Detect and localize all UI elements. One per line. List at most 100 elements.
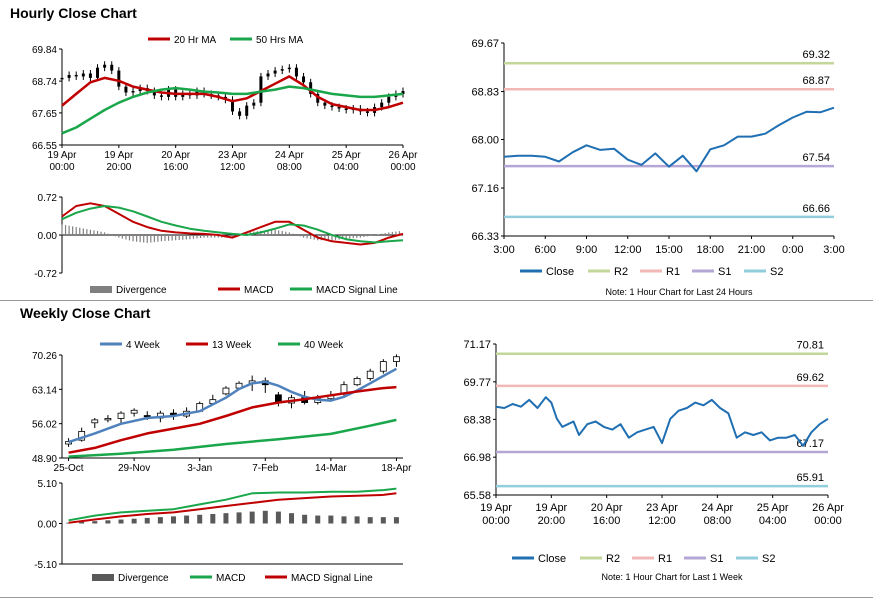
hourly-price-candle <box>337 107 341 109</box>
weekly-pivot-x-tick-label: 20:00 <box>538 515 566 527</box>
hourly-price-candle <box>287 67 291 70</box>
weekly-price-x-tick-label: 14-Mar <box>315 463 347 474</box>
hourly-price-candle <box>273 70 277 74</box>
weekly-price-candle <box>393 356 400 362</box>
hourly-price-candle <box>81 73 85 77</box>
weekly-macd-legend-label: MACD Signal Line <box>291 573 373 584</box>
hourly-price-x-tick-label: 24 Apr <box>275 150 305 161</box>
weekly-pivot-x-tick-label: 08:00 <box>704 515 732 527</box>
hourly-macd-y-tick-label: 0.72 <box>38 193 58 204</box>
weekly-macd-divergence-bar <box>249 511 255 524</box>
hourly-pivot-x-tick-label: 12:00 <box>614 244 642 256</box>
weekly-macd-divergence-bar <box>144 517 150 524</box>
hourly-pivot-level-label-s2: 66.66 <box>802 203 830 215</box>
weekly-price-legend-label: 40 Week <box>304 340 344 351</box>
hourly-pivot-legend-label: S1 <box>718 266 731 278</box>
hourly-pivot-x-tick-label: 3:00 <box>493 244 514 256</box>
weekly-pivot-series-close <box>495 396 829 447</box>
hourly-price-candle <box>309 82 313 94</box>
hourly-pivot-y-tick-label: 67.16 <box>471 183 499 195</box>
weekly-price-series-13-week <box>68 385 397 454</box>
weekly-pivot-y-tick-label: 71.17 <box>463 339 491 351</box>
hourly-price-candle <box>252 102 256 106</box>
weekly-price-candle <box>340 384 348 394</box>
weekly-price-candle <box>353 378 361 386</box>
weekly-price-candle <box>379 361 387 372</box>
hourly-price-x-tick-label: 00:00 <box>390 162 415 173</box>
hourly-price-candle <box>131 91 135 93</box>
hourly-pivot-y-tick-label: 68.00 <box>471 135 499 147</box>
weekly-macd-divergence-bar <box>302 514 308 524</box>
hourly-pivot-x-tick-label: 0:00 <box>782 244 803 256</box>
weekly-pivot-x-tick-label: 19 Apr <box>480 502 512 514</box>
hourly-pivot-x-tick-label: 9:00 <box>576 244 597 256</box>
hourly-pivot-level-label-r1: 68.87 <box>802 75 830 87</box>
weekly-pivot-legend-label: R1 <box>658 553 672 565</box>
weekly-macd-legend-swatch <box>92 574 114 581</box>
hourly-pivot-y-tick-label: 68.83 <box>471 87 499 99</box>
hourly-section-title: Hourly Close Chart <box>10 5 137 21</box>
weekly-pivot-y-tick-label: 66.98 <box>463 452 491 464</box>
weekly-pivot-level-label-s1: 67.17 <box>796 438 824 450</box>
hourly-price-series-50-hrs-ma <box>61 85 404 135</box>
weekly-pivot-x-tick-label: 20 Apr <box>591 502 623 514</box>
hourly-price-candle <box>259 76 263 103</box>
weekly-price-candle <box>222 387 230 395</box>
hourly-price-candle <box>159 95 163 97</box>
hourly-price-candle <box>280 69 284 71</box>
weekly-macd-legend-label: MACD <box>216 573 245 584</box>
weekly-macd-divergence-bar <box>197 514 203 524</box>
hourly-pivot-x-tick-label: 15:00 <box>655 244 683 256</box>
weekly-pivot-legend-label: S1 <box>710 553 723 565</box>
hourly-price-candle <box>88 73 92 78</box>
hourly-price-candle <box>302 76 306 83</box>
weekly-price-y-tick-label: 48.90 <box>32 454 57 465</box>
hourly-price-y-tick-label: 67.65 <box>32 109 57 120</box>
weekly-macd-y-tick-label: -5.10 <box>34 560 57 571</box>
weekly-macd-divergence-bar <box>354 516 360 524</box>
weekly-pivot-x-tick-label: 24 Apr <box>701 502 733 514</box>
weekly-price-candle <box>366 370 374 379</box>
hourly-price-candle <box>124 86 128 93</box>
weekly-macd-divergence-bar <box>341 516 347 524</box>
weekly-macd-divergence-bar <box>105 520 111 524</box>
hourly-price-y-tick-label: 69.84 <box>32 45 57 56</box>
hourly-price-candle <box>138 88 142 92</box>
hourly-pivot-legend-label: R2 <box>614 266 628 278</box>
hourly-price-candle <box>74 74 78 77</box>
weekly-price-candle <box>104 418 112 421</box>
weekly-pivot-x-tick-label: 19 Apr <box>535 502 567 514</box>
section-divider <box>0 300 873 301</box>
weekly-price-x-tick-label: 18-Apr <box>381 463 412 474</box>
weekly-pivot-x-tick-label: 16:00 <box>593 515 621 527</box>
weekly-price-candle <box>130 409 138 414</box>
hourly-price-candle <box>323 102 327 106</box>
hourly-price-candle <box>344 108 348 110</box>
hourly-price-candle <box>245 105 249 116</box>
weekly-macd-divergence-bar <box>223 513 229 524</box>
weekly-pivot-x-tick-label: 25 Apr <box>757 502 789 514</box>
hourly-price-legend-label: 50 Hrs MA <box>256 35 304 46</box>
weekly-pivot-legend-label: S2 <box>762 553 775 565</box>
hourly-price-x-tick-label: 12:00 <box>220 162 245 173</box>
hourly-price-candle <box>238 111 242 116</box>
weekly-pivot-x-tick-label: 12:00 <box>648 515 676 527</box>
hourly-price-candle <box>231 99 234 112</box>
hourly-pivot-series-close <box>503 106 835 173</box>
weekly-price-y-tick-label: 56.02 <box>32 420 57 431</box>
weekly-pivot-x-tick-label: 04:00 <box>759 515 787 527</box>
weekly-price-candle <box>91 419 99 424</box>
weekly-macd-divergence-bar <box>210 513 216 524</box>
weekly-pivot-x-tick-label: 23 Apr <box>646 502 678 514</box>
hourly-price-x-tick-label: 19 Apr <box>104 150 134 161</box>
weekly-price-candle <box>143 415 151 418</box>
hourly-macd-legend-swatch <box>90 286 112 293</box>
weekly-pivot-legend-label: Close <box>538 553 566 565</box>
hourly-price-candle <box>316 93 320 103</box>
weekly-price-legend-label: 13 Week <box>212 340 252 351</box>
weekly-macd-divergence-bar <box>275 511 281 524</box>
hourly-price-x-tick-label: 00:00 <box>49 162 74 173</box>
weekly-pivot-x-tick-label: 00:00 <box>814 515 842 527</box>
hourly-pivot-x-tick-label: 6:00 <box>535 244 556 256</box>
